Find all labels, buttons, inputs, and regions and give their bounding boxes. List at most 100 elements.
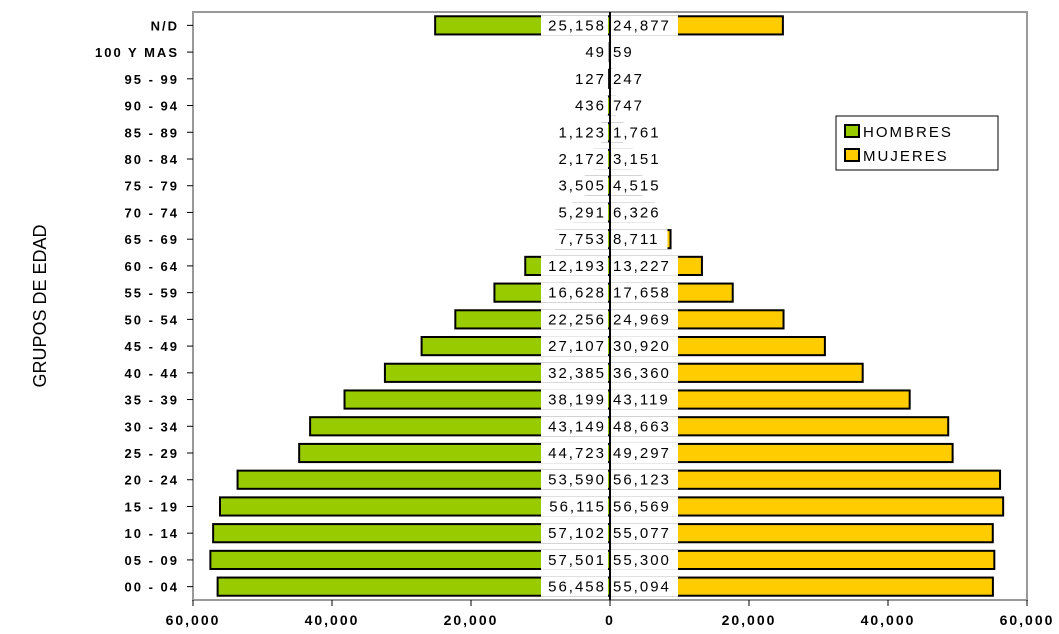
value-labels: 25,158 49 127 436 1,123 2,172 3,505 5,291 7,753 1… <box>541 15 678 597</box>
value-label-bg-hombres-1 <box>583 42 608 63</box>
value-label-bg-mujeres-6 <box>611 175 668 196</box>
value-label-bg-mujeres-21 <box>611 576 678 597</box>
value-label-bg-hombres-3 <box>572 95 608 116</box>
value-label-bg-mujeres-18 <box>611 496 678 517</box>
value-label-bg-hombres-10 <box>541 282 608 303</box>
value-label-bg-hombres-8 <box>551 229 608 250</box>
value-label-mujeres-0: 24,877 <box>613 17 671 34</box>
value-label-hombres-9: 12,193 <box>548 258 606 275</box>
value-label-mujeres-5: 3,151 <box>613 151 661 168</box>
value-label-mujeres-3: 747 <box>613 98 644 115</box>
value-label-mujeres-2: 247 <box>613 71 644 88</box>
category-label-2: 95 - 99 <box>125 72 179 87</box>
value-label-bg-hombres-2 <box>572 68 608 89</box>
category-labels: N/D 100 Y MAS 95 - 99 90 - 94 85 - 89 80 - 84… <box>95 18 193 595</box>
value-label-bg-mujeres-14 <box>611 389 678 410</box>
value-label-bg-hombres-21 <box>541 576 608 597</box>
category-label-3: 90 - 94 <box>125 99 179 114</box>
value-label-bg-hombres-9 <box>541 255 608 276</box>
value-label-bg-hombres-4 <box>551 122 608 143</box>
value-label-mujeres-19: 55,077 <box>613 525 671 542</box>
value-label-hombres-0: 25,158 <box>548 17 606 34</box>
value-label-bg-mujeres-7 <box>611 202 668 223</box>
category-label-15: 30 - 34 <box>125 419 179 434</box>
value-label-bg-hombres-20 <box>541 549 608 570</box>
value-label-bg-mujeres-9 <box>611 255 678 276</box>
value-label-bg-mujeres-5 <box>611 149 668 169</box>
value-label-mujeres-20: 55,300 <box>613 552 671 569</box>
value-label-bg-hombres-17 <box>541 469 608 490</box>
value-label-hombres-1: 49 <box>585 44 606 61</box>
value-label-bg-hombres-5 <box>551 149 608 169</box>
value-label-mujeres-10: 17,658 <box>613 285 671 302</box>
value-label-mujeres-15: 48,663 <box>613 418 671 435</box>
value-label-bg-mujeres-4 <box>611 122 668 143</box>
value-label-bg-hombres-12 <box>541 336 608 357</box>
value-label-hombres-18: 56,115 <box>549 498 606 515</box>
value-label-mujeres-18: 56,569 <box>613 498 671 515</box>
value-label-mujeres-21: 55,094 <box>613 579 671 596</box>
value-label-bg-hombres-0 <box>541 15 608 36</box>
value-label-bg-mujeres-12 <box>611 336 678 357</box>
x-tick-label-2: 20,000 <box>444 612 499 628</box>
value-label-bg-hombres-11 <box>541 309 608 330</box>
value-label-mujeres-12: 30,920 <box>613 338 671 355</box>
value-label-mujeres-1: 59 <box>613 44 634 61</box>
y-axis-label: GRUPOS DE EDAD <box>30 224 50 387</box>
value-label-bg-mujeres-15 <box>611 416 678 437</box>
value-label-bg-mujeres-1 <box>611 42 636 63</box>
value-label-hombres-15: 43,149 <box>548 418 606 435</box>
category-label-19: 10 - 14 <box>125 526 179 541</box>
legend: HOMBRES MUJERES <box>835 115 999 171</box>
value-label-bg-hombres-16 <box>541 443 608 463</box>
value-label-bg-mujeres-8 <box>611 229 668 250</box>
x-tick-label-0: 60,000 <box>166 612 221 628</box>
value-label-mujeres-13: 36,360 <box>613 365 671 382</box>
category-label-18: 15 - 19 <box>125 499 179 514</box>
category-label-14: 35 - 39 <box>125 393 179 408</box>
value-label-hombres-20: 57,501 <box>548 552 606 569</box>
category-label-9: 60 - 64 <box>125 259 179 274</box>
value-label-mujeres-11: 24,969 <box>613 311 671 328</box>
value-label-hombres-5: 2,172 <box>558 151 606 168</box>
value-label-hombres-10: 16,628 <box>548 285 606 302</box>
value-label-mujeres-7: 6,326 <box>613 204 661 221</box>
value-label-mujeres-9: 13,227 <box>613 258 671 275</box>
category-label-0: N/D <box>151 18 179 33</box>
legend-label-mujeres: MUJERES <box>863 148 949 165</box>
category-label-8: 65 - 69 <box>125 232 179 247</box>
category-label-10: 55 - 59 <box>125 286 179 301</box>
legend-swatch-mujeres <box>844 148 860 162</box>
value-label-bg-mujeres-13 <box>611 362 678 383</box>
value-label-hombres-21: 56,458 <box>548 579 606 596</box>
value-label-bg-hombres-7 <box>551 202 608 223</box>
value-label-hombres-13: 32,385 <box>548 365 606 382</box>
value-label-bg-mujeres-0 <box>611 15 678 36</box>
value-label-hombres-12: 27,107 <box>548 338 606 355</box>
value-label-mujeres-14: 43,119 <box>613 392 670 409</box>
value-label-bg-hombres-18 <box>541 496 608 517</box>
value-label-hombres-8: 7,753 <box>558 231 606 248</box>
value-label-bg-mujeres-16 <box>611 443 678 463</box>
value-label-hombres-4: 1,123 <box>558 124 606 141</box>
value-label-mujeres-4: 1,761 <box>613 124 661 141</box>
value-label-hombres-6: 3,505 <box>558 178 606 195</box>
value-label-hombres-11: 22,256 <box>548 311 606 328</box>
value-label-mujeres-8: 8,711 <box>613 231 659 248</box>
value-label-bg-mujeres-11 <box>611 309 678 330</box>
value-label-bg-hombres-19 <box>541 523 608 544</box>
category-label-12: 45 - 49 <box>125 339 179 354</box>
category-label-4: 85 - 89 <box>125 125 179 140</box>
value-label-mujeres-6: 4,515 <box>613 178 661 195</box>
value-label-hombres-17: 53,590 <box>548 472 606 489</box>
value-label-mujeres-16: 49,297 <box>613 445 671 462</box>
category-label-6: 75 - 79 <box>125 179 179 194</box>
category-label-21: 00 - 04 <box>125 580 179 595</box>
value-label-bg-hombres-15 <box>541 416 608 437</box>
category-label-13: 40 - 44 <box>125 366 179 381</box>
legend-box <box>835 115 999 171</box>
value-label-bg-mujeres-2 <box>611 68 647 89</box>
x-tick-label-4: 20,000 <box>722 612 777 628</box>
value-label-hombres-7: 5,291 <box>558 204 606 221</box>
value-label-hombres-19: 57,102 <box>548 525 606 542</box>
